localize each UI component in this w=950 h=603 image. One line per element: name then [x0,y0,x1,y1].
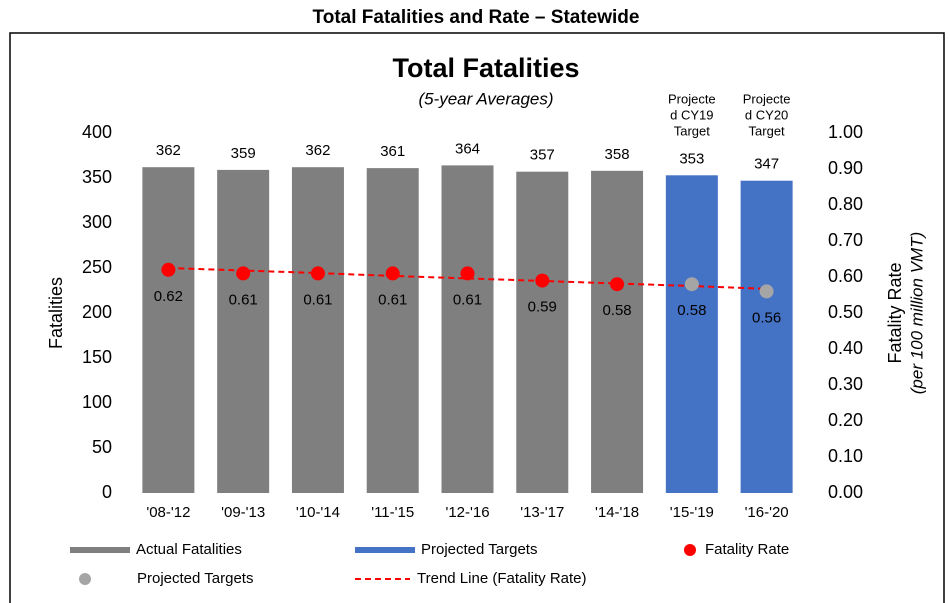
legend-label: Projected Targets [137,570,253,587]
data-label: 0.56 [752,309,781,326]
rate-point [460,266,475,281]
bar [291,167,344,493]
legend-swatch [79,573,91,585]
rate-point [385,266,400,281]
rate-point [161,262,176,277]
rate-point [236,266,251,281]
y2-tick-label: 0.30 [828,374,863,394]
rate-point [684,277,699,292]
page-title: Total Fatalities and Rate – Statewide [313,7,640,28]
annotation: Projecte [668,91,716,106]
y2-axis-label: Fatality Rate [885,262,905,363]
y2-tick-label: 0.10 [828,446,863,466]
data-label: 0.59 [528,299,557,316]
data-label: 0.58 [602,302,631,319]
y2-tick-label: 0.90 [828,158,863,178]
data-label: 0.61 [378,291,407,308]
data-label: 0.61 [303,291,332,308]
y-axis-label: Fatalities [46,277,66,349]
bar [591,170,644,494]
data-label: 359 [231,145,256,162]
chart-title: Total Fatalities [392,53,579,83]
data-label: 0.61 [453,291,482,308]
y2-tick-label: 1.00 [828,122,863,142]
y2-tick-label: 0.60 [828,266,863,286]
x-tick-label: '08-'12 [146,504,190,521]
rate-point [535,273,550,288]
data-label: 358 [605,146,630,163]
bar [516,171,569,493]
legend-label: Projected Targets [421,541,537,558]
annotation: Target [674,123,711,138]
x-tick-label: '13-'17 [520,504,564,521]
y2-axis-label: (per 100 million VMT) [907,232,926,395]
x-tick-label: '11-'15 [371,504,414,521]
y-tick-label: 0 [102,482,112,502]
bar [740,180,793,493]
data-label: 347 [754,156,779,173]
data-label: 0.58 [677,302,706,319]
legend-label: Trend Line (Fatality Rate) [417,570,587,587]
rate-point [610,277,625,292]
data-label: 364 [455,140,480,157]
y-tick-label: 250 [82,257,112,277]
data-label: 0.62 [154,288,183,305]
bar [366,168,419,493]
x-tick-label: '14-'18 [595,504,639,521]
y-tick-label: 100 [82,392,112,412]
legend-label: Actual Fatalities [136,541,242,558]
x-tick-label: '16-'20 [745,504,789,521]
y-tick-label: 200 [82,302,112,322]
y2-tick-label: 0.80 [828,194,863,214]
x-tick-label: '15-'19 [670,504,714,521]
x-tick-label: '12-'16 [445,504,489,521]
bar [441,165,494,493]
y2-tick-label: 0.70 [828,230,863,250]
data-label: 353 [679,150,704,167]
bar [217,169,270,493]
y-tick-label: 150 [82,347,112,367]
rate-point [759,284,774,299]
annotation: d CY20 [745,107,788,122]
bar [142,167,195,493]
y-tick-label: 50 [92,437,112,457]
frame [9,32,945,603]
rate-point [310,266,325,281]
y2-tick-label: 0.00 [828,482,863,502]
y2-tick-label: 0.40 [828,338,863,358]
y-tick-label: 350 [82,167,112,187]
data-label: 0.61 [229,291,258,308]
y2-tick-label: 0.50 [828,302,863,322]
bar [665,175,718,494]
y-tick-label: 300 [82,212,112,232]
annotation: Projecte [743,91,791,106]
legend-label: Fatality Rate [705,541,789,558]
annotation: Target [749,123,786,138]
y2-tick-label: 0.20 [828,410,863,430]
x-tick-label: '10-'14 [296,504,340,521]
y-tick-label: 400 [82,122,112,142]
data-label: 362 [156,142,181,159]
x-tick-label: '09-'13 [221,504,265,521]
data-label: 362 [305,142,330,159]
annotation: d CY19 [670,107,713,122]
data-label: 361 [380,143,405,160]
legend-swatch [684,544,696,556]
data-label: 357 [530,147,555,164]
chart-subtitle: (5-year Averages) [418,89,553,108]
